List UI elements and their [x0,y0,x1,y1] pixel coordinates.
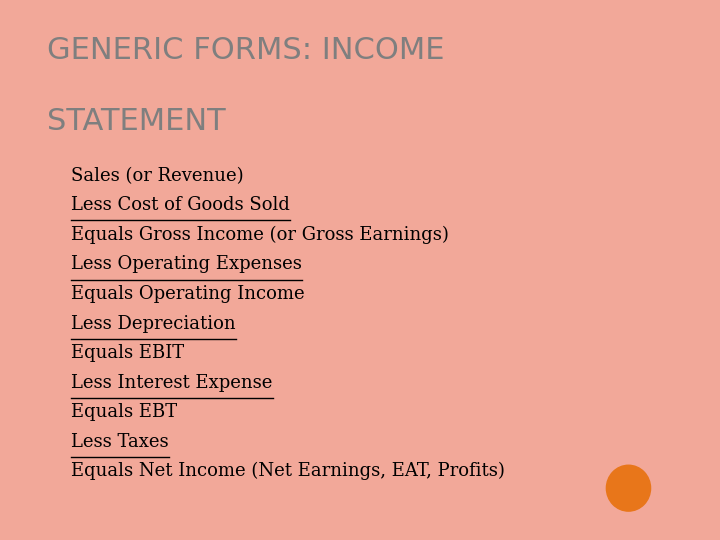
Text: GENERIC FORMS: INCOME: GENERIC FORMS: INCOME [48,36,445,64]
Text: Equals Net Income (Net Earnings, EAT, Profits): Equals Net Income (Net Earnings, EAT, Pr… [71,462,505,481]
Text: Equals Operating Income: Equals Operating Income [71,285,305,303]
Text: STATEMENT: STATEMENT [48,107,226,136]
Text: Sales (or Revenue): Sales (or Revenue) [71,167,244,185]
Ellipse shape [606,465,651,511]
Text: Equals EBIT: Equals EBIT [71,344,184,362]
Text: Equals EBT: Equals EBT [71,403,177,421]
Text: Less Interest Expense: Less Interest Expense [71,374,272,391]
Text: Less Cost of Goods Sold: Less Cost of Goods Sold [71,196,290,214]
Text: Less Operating Expenses: Less Operating Expenses [71,255,302,273]
Text: Less Taxes: Less Taxes [71,433,168,451]
Text: Less Depreciation: Less Depreciation [71,314,235,333]
Text: Equals Gross Income (or Gross Earnings): Equals Gross Income (or Gross Earnings) [71,226,449,244]
